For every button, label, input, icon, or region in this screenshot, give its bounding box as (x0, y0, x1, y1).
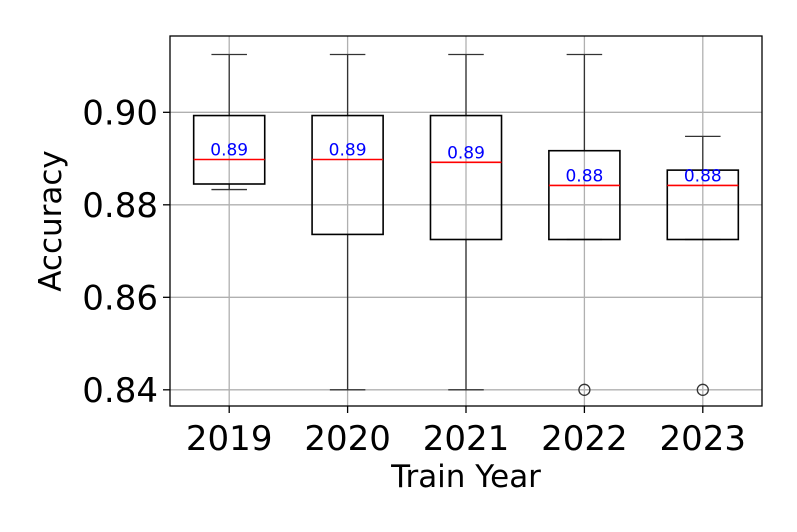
x-tick-label: 2022 (541, 419, 628, 459)
x-tick-label: 2023 (660, 419, 747, 459)
y-tick-label: 0.86 (82, 278, 158, 318)
interquartile-box (666, 169, 740, 241)
box-2023: 0.88 (666, 135, 740, 396)
interquartile-box (192, 114, 266, 185)
median-value-label: 0.88 (684, 166, 722, 186)
y-tick-label: 0.88 (82, 186, 158, 226)
x-tick-label: 2019 (186, 419, 273, 459)
box-2021: 0.89 (429, 53, 503, 391)
y-tick-label: 0.84 (82, 371, 158, 411)
outlier-point (578, 383, 591, 396)
median-value-label: 0.89 (447, 143, 485, 163)
x-axis: 2019 2020 2021 2022 2023 (186, 406, 746, 459)
box-2019: 0.89 (192, 53, 266, 191)
median-value-label: 0.88 (565, 166, 603, 186)
y-axis-label: Accuracy (33, 150, 69, 292)
median-value-label: 0.89 (210, 140, 248, 160)
x-axis-label: Train Year (390, 459, 541, 495)
interquartile-box (548, 149, 621, 241)
median-value-label: 0.89 (329, 140, 367, 160)
interquartile-box (311, 114, 384, 236)
box-2022: 0.88 (548, 53, 621, 396)
y-tick-label: 0.90 (82, 93, 158, 133)
x-tick-label: 2020 (304, 419, 391, 459)
x-tick-label: 2021 (423, 419, 510, 459)
y-axis: 0.84 0.86 0.88 0.90 (82, 93, 170, 411)
interquartile-box (429, 114, 503, 241)
outlier-point (696, 383, 709, 396)
box-series: 0.89 0.89 0.89 0.88 0.88 (192, 53, 740, 396)
box-2020: 0.89 (311, 53, 384, 391)
